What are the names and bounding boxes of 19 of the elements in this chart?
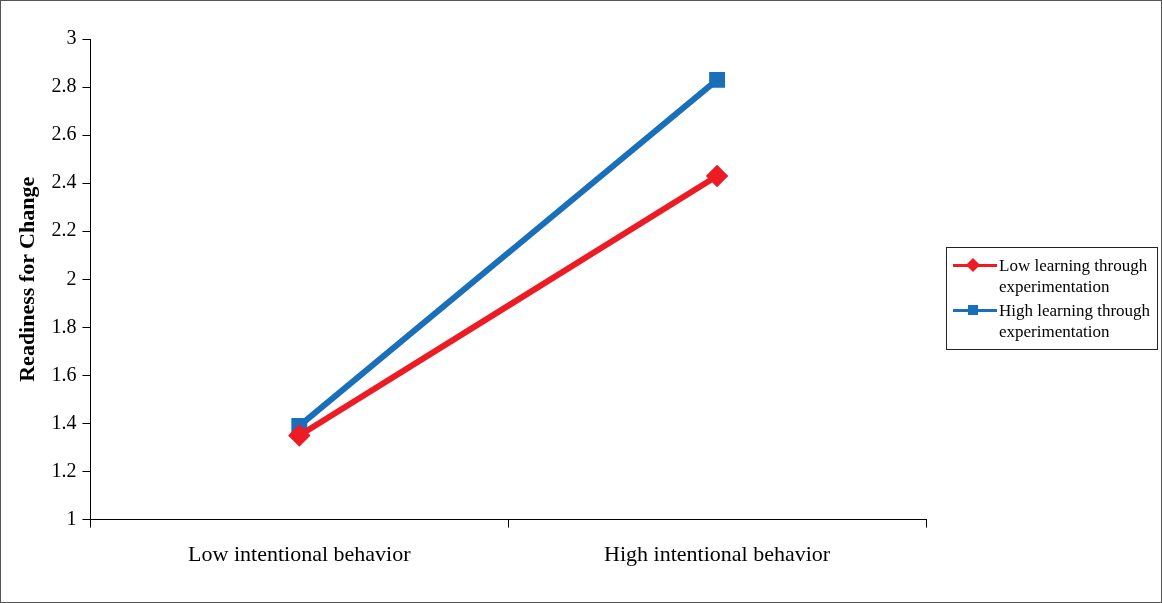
legend-label: Low learning through experimentation <box>999 255 1149 297</box>
y-tick-label: 1.6 <box>51 362 77 385</box>
legend-label: High learning through experimentation <box>999 300 1152 342</box>
y-axis-title: Readiness for Change <box>13 176 39 382</box>
y-tick-label: 2.2 <box>51 218 77 241</box>
y-tick-label: 1.8 <box>51 314 77 337</box>
y-tick-label: 2.6 <box>51 122 77 145</box>
x-tick-label: Low intentional behavior <box>188 540 412 566</box>
y-tick-label: 2 <box>66 266 77 289</box>
y-tick-label: 2.8 <box>51 74 77 97</box>
point <box>707 165 728 186</box>
y-tick-label: 1 <box>66 506 77 529</box>
y-tick-label: 1.4 <box>51 410 77 433</box>
point <box>289 425 310 446</box>
y-tick-label: 1.2 <box>51 458 77 481</box>
y-tick-label: 3 <box>66 26 77 49</box>
point <box>709 71 726 88</box>
x-tick-label: High intentional behavior <box>604 540 831 566</box>
y-tick-label: 2.4 <box>51 170 77 193</box>
